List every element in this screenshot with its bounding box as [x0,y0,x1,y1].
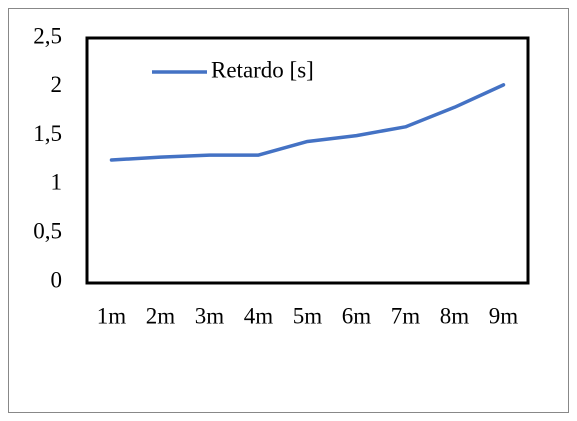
y-tick-label: 0,5 [33,218,62,243]
x-tick-label: 5m [293,303,323,328]
x-tick-label: 6m [342,303,372,328]
x-tick-label: 7m [391,303,421,328]
plot-border [85,36,530,285]
x-tick-label: 4m [244,303,274,328]
x-tick-label: 8m [440,303,470,328]
y-tick-label: 2,5 [33,23,62,48]
legend-label: Retardo [s] [211,57,314,82]
x-tick-label: 1m [97,303,127,328]
y-tick-label: 1,5 [33,121,62,146]
x-tick-label: 9m [489,303,519,328]
y-tick-label: 0 [51,267,63,292]
chart-border [8,8,569,413]
data-line [109,83,506,162]
x-tick-label: 3m [195,303,225,328]
y-tick-label: 1 [51,170,63,195]
x-tick-label: 2m [146,303,176,328]
y-tick-label: 2 [51,72,63,97]
